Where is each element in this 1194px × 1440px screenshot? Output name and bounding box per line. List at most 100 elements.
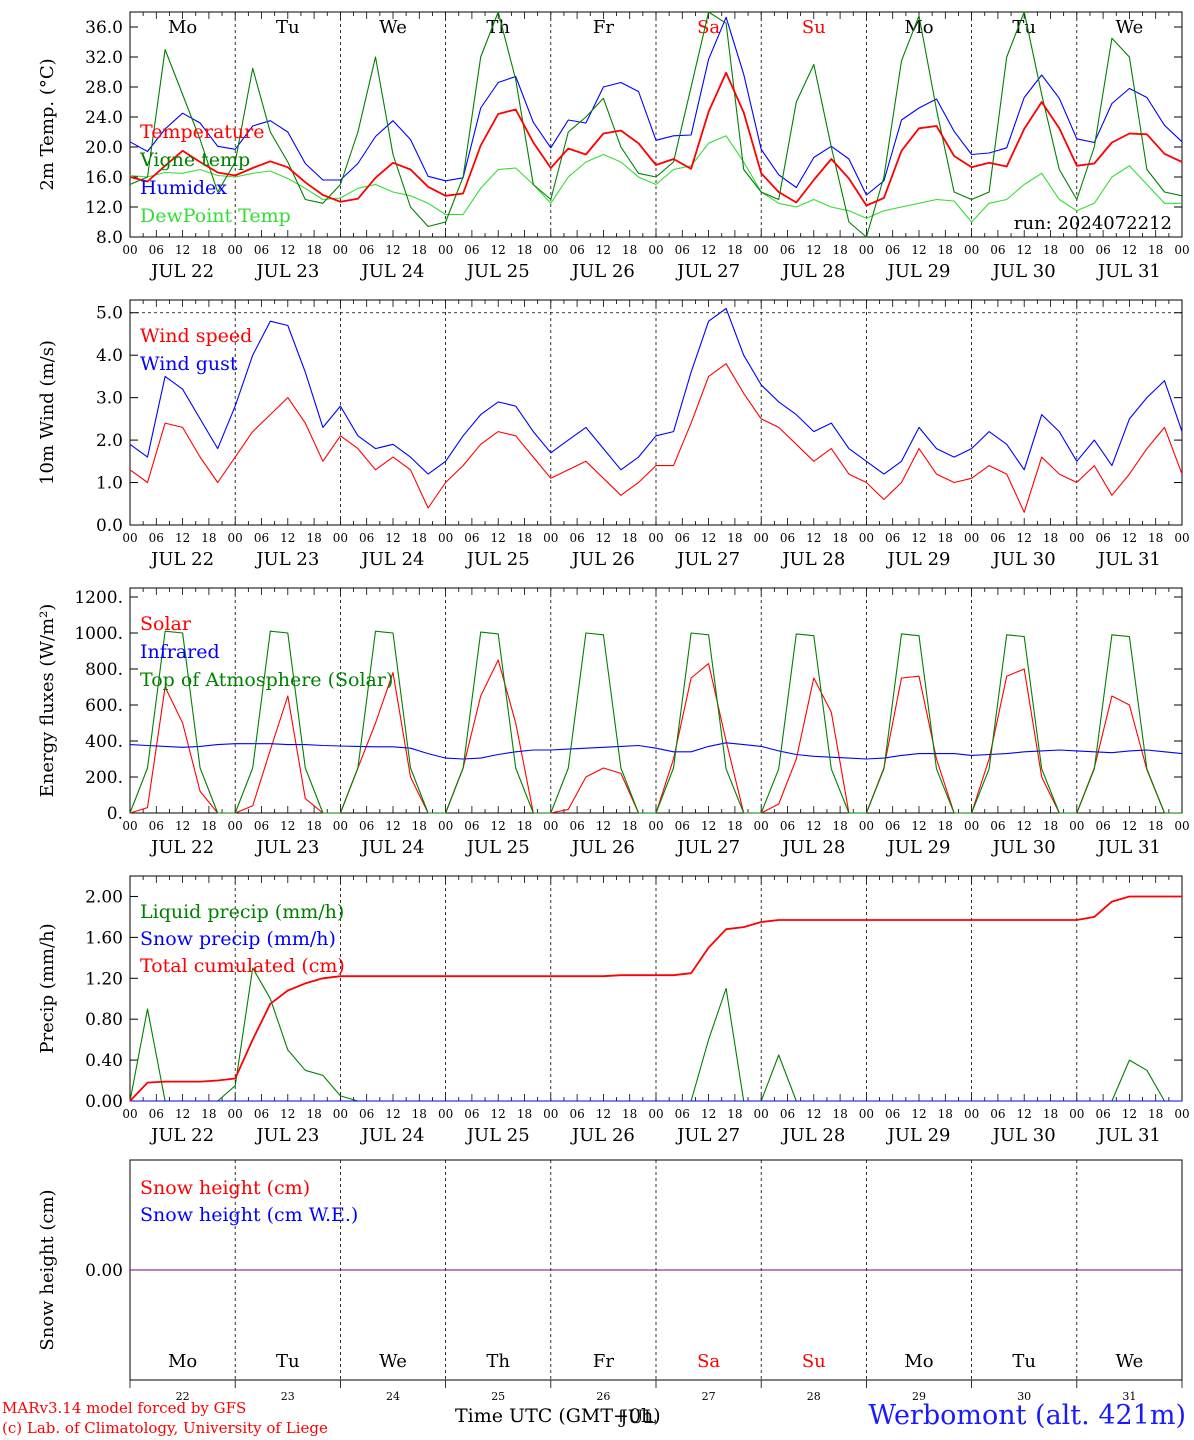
date-label: JUL 24 — [360, 837, 425, 858]
x-axis-overlap-label: JUL — [618, 1406, 657, 1428]
hour-tick-label: 00 — [964, 1107, 979, 1121]
hour-tick-label: 00 — [648, 819, 663, 833]
hour-tick-label: 12 — [911, 243, 926, 257]
y-tick-label: 600. — [85, 696, 123, 716]
legend-entry: Snow height (cm W.E.) — [140, 1204, 358, 1226]
hour-tick-label: 18 — [306, 243, 321, 257]
weekday-label: Tu — [276, 1351, 300, 1372]
hour-tick-label: 12 — [491, 531, 506, 545]
hour-tick-label: 18 — [832, 819, 847, 833]
date-label: JUL 22 — [149, 837, 214, 858]
weekday-label: We — [1116, 1351, 1144, 1372]
hour-tick-label: 18 — [1148, 243, 1163, 257]
legend-entry: Top of Atmosphere (Solar) — [140, 669, 393, 691]
hour-tick-label: 00 — [859, 531, 874, 545]
y-tick-label: 16.0 — [85, 168, 123, 188]
hour-tick-label: 12 — [1122, 243, 1137, 257]
hour-tick-label: 06 — [149, 243, 164, 257]
y-axis-title: Energy fluxes (W/m²) — [37, 604, 58, 798]
hour-tick-label: 18 — [938, 819, 953, 833]
hour-tick-label: 12 — [911, 819, 926, 833]
day-number-label: 25 — [491, 1390, 505, 1403]
date-label: JUL 31 — [1096, 1125, 1161, 1146]
hour-tick-label: 06 — [780, 243, 795, 257]
legend-entry: Temperature — [140, 121, 264, 143]
weekday-label: Fr — [593, 1351, 614, 1372]
hour-tick-label: 12 — [701, 1107, 716, 1121]
hour-tick-label: 12 — [1122, 1107, 1137, 1121]
y-tick-label: 4.0 — [96, 346, 123, 366]
hour-tick-label: 18 — [306, 819, 321, 833]
day-number-label: 31 — [1122, 1390, 1136, 1403]
y-tick-label: 1200. — [74, 588, 123, 608]
y-tick-label: 20.0 — [85, 138, 123, 158]
hour-tick-label: 06 — [675, 1107, 690, 1121]
hour-tick-label: 12 — [701, 531, 716, 545]
weekday-label: Th — [486, 1351, 510, 1372]
hour-tick-label: 00 — [1069, 819, 1084, 833]
date-label: JUL 30 — [991, 837, 1056, 858]
hour-tick-label: 00 — [964, 243, 979, 257]
hour-tick-label: 18 — [201, 819, 216, 833]
hour-tick-label: 12 — [280, 243, 295, 257]
date-label: JUL 25 — [465, 1125, 530, 1146]
hour-tick-label: 00 — [228, 531, 243, 545]
date-label: JUL 22 — [149, 1125, 214, 1146]
hour-tick-label: 18 — [727, 531, 742, 545]
weekday-label: Mo — [904, 1351, 933, 1372]
panel-frame — [129, 299, 1183, 526]
hour-tick-label: 18 — [1148, 819, 1163, 833]
day-number-label: 27 — [702, 1390, 716, 1403]
y-tick-label: 200. — [85, 768, 123, 788]
credit-line-2: (c) Lab. of Climatology, University of L… — [2, 1419, 328, 1437]
hour-tick-label: 12 — [1017, 819, 1032, 833]
hour-tick-label: 12 — [491, 243, 506, 257]
hour-tick-label: 06 — [1095, 243, 1110, 257]
series-line-temperature — [129, 71, 1183, 207]
y-tick-label: 8.0 — [96, 228, 123, 248]
hour-tick-label: 00 — [859, 1107, 874, 1121]
hour-tick-label: 00 — [543, 819, 558, 833]
y-tick-label: 12.0 — [85, 198, 123, 218]
date-label: JUL 24 — [360, 1125, 425, 1146]
hour-tick-label: 18 — [517, 531, 532, 545]
y-tick-label: 1000. — [74, 624, 123, 644]
panel-4: 00 06 12 18 00 06 12 18 00 06 12 18 00 06 12 18 00 06 12 18… — [37, 875, 1190, 1146]
hour-tick-label: 12 — [911, 1107, 926, 1121]
hour-tick-label: 06 — [780, 819, 795, 833]
date-label: JUL 25 — [465, 837, 530, 858]
y-tick-label: 1.0 — [96, 474, 123, 494]
weekday-label: Th — [486, 17, 510, 38]
weekday-label: Mo — [168, 17, 197, 38]
hour-tick-label: 18 — [622, 531, 637, 545]
hour-tick-label: 18 — [938, 531, 953, 545]
hour-tick-label: 00 — [333, 531, 348, 545]
y-tick-label: 24.0 — [85, 108, 123, 128]
hour-tick-label: 18 — [1043, 1107, 1058, 1121]
hour-tick-label: 00 — [543, 1107, 558, 1121]
y-tick-label: 32.0 — [85, 48, 123, 68]
hour-tick-label: 06 — [885, 819, 900, 833]
hour-tick-label: 12 — [911, 531, 926, 545]
date-label: JUL 23 — [254, 261, 319, 282]
weekday-label: Tu — [1012, 1351, 1036, 1372]
y-tick-label: 1.60 — [85, 928, 123, 948]
hour-tick-label: 06 — [1095, 531, 1110, 545]
hour-tick-label: 00 — [333, 1107, 348, 1121]
date-label: JUL 29 — [886, 549, 951, 570]
hour-tick-label: 18 — [1043, 819, 1058, 833]
hour-tick-label: 12 — [280, 531, 295, 545]
date-label: JUL 24 — [360, 549, 425, 570]
hour-tick-label: 18 — [201, 1107, 216, 1121]
hour-tick-label: 00 — [228, 243, 243, 257]
hour-tick-label: 00 — [122, 531, 137, 545]
y-tick-label: 1.20 — [85, 969, 123, 989]
date-label: JUL 26 — [570, 549, 635, 570]
hour-tick-label: 12 — [385, 819, 400, 833]
y-tick-label: 800. — [85, 660, 123, 680]
date-label: JUL 23 — [254, 837, 319, 858]
hour-tick-label: 18 — [727, 1107, 742, 1121]
hour-tick-label: 18 — [517, 243, 532, 257]
hour-tick-label: 18 — [1148, 531, 1163, 545]
legend-entry: Snow precip (mm/h) — [140, 928, 336, 950]
